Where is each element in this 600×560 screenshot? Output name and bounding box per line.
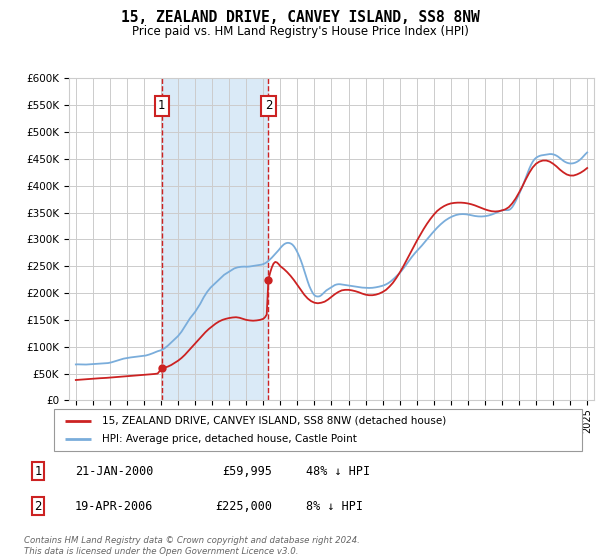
Text: 8% ↓ HPI: 8% ↓ HPI [306,500,363,512]
FancyBboxPatch shape [54,409,582,451]
Text: Price paid vs. HM Land Registry's House Price Index (HPI): Price paid vs. HM Land Registry's House … [131,25,469,38]
Text: £59,995: £59,995 [222,465,272,478]
Text: 1: 1 [158,99,166,112]
Text: 19-APR-2006: 19-APR-2006 [75,500,153,512]
Text: 15, ZEALAND DRIVE, CANVEY ISLAND, SS8 8NW (detached house): 15, ZEALAND DRIVE, CANVEY ISLAND, SS8 8N… [101,416,446,426]
Text: 2: 2 [34,500,42,512]
Text: 15, ZEALAND DRIVE, CANVEY ISLAND, SS8 8NW: 15, ZEALAND DRIVE, CANVEY ISLAND, SS8 8N… [121,10,479,25]
Text: 2: 2 [265,99,272,112]
Text: 21-JAN-2000: 21-JAN-2000 [75,465,153,478]
Text: £225,000: £225,000 [215,500,272,512]
Text: HPI: Average price, detached house, Castle Point: HPI: Average price, detached house, Cast… [101,434,356,444]
Text: 48% ↓ HPI: 48% ↓ HPI [306,465,370,478]
Bar [162,78,268,400]
Text: Contains HM Land Registry data © Crown copyright and database right 2024.
This d: Contains HM Land Registry data © Crown c… [24,536,360,556]
Text: 1: 1 [34,465,42,478]
